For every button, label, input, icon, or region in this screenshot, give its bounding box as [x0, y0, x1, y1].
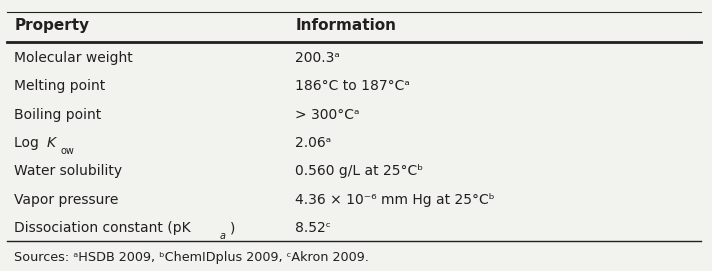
Text: > 300°Cᵃ: > 300°Cᵃ [295, 108, 360, 122]
Text: Water solubility: Water solubility [14, 164, 122, 179]
Text: 200.3ᵃ: 200.3ᵃ [295, 51, 340, 65]
Text: Dissociation constant (pK: Dissociation constant (pK [14, 221, 191, 235]
Text: 186°C to 187°Cᵃ: 186°C to 187°Cᵃ [295, 79, 410, 93]
Text: 0.560 g/L at 25°Cᵇ: 0.560 g/L at 25°Cᵇ [295, 164, 424, 179]
Text: ): ) [230, 221, 236, 235]
Text: Sources: ᵃHSDB 2009, ᵇChemIDplus 2009, ᶜAkron 2009.: Sources: ᵃHSDB 2009, ᵇChemIDplus 2009, ᶜ… [14, 251, 369, 264]
Text: 4.36 × 10⁻⁶ mm Hg at 25°Cᵇ: 4.36 × 10⁻⁶ mm Hg at 25°Cᵇ [295, 193, 495, 207]
Text: Vapor pressure: Vapor pressure [14, 193, 119, 207]
Text: Log: Log [14, 136, 43, 150]
Text: ow: ow [61, 146, 74, 156]
Text: a: a [219, 231, 225, 241]
Text: 2.06ᵃ: 2.06ᵃ [295, 136, 332, 150]
Text: Melting point: Melting point [14, 79, 105, 93]
Text: Molecular weight: Molecular weight [14, 51, 133, 65]
Text: Information: Information [295, 18, 397, 33]
Text: Boiling point: Boiling point [14, 108, 102, 122]
Text: Property: Property [14, 18, 90, 33]
Text: 8.52ᶜ: 8.52ᶜ [295, 221, 331, 235]
Text: K: K [47, 136, 56, 150]
